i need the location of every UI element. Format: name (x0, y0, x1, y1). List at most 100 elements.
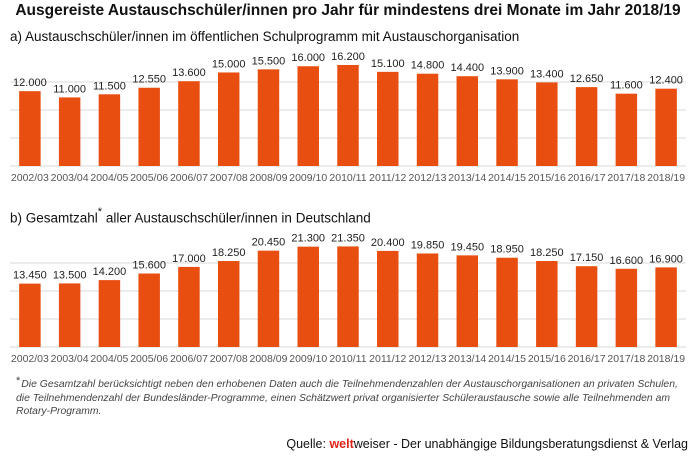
chart-a-tick-label-2008/09: 2008/09 (249, 172, 287, 184)
source-label: Quelle: (286, 437, 330, 451)
chart-b-tick-label-2002/03: 2002/03 (11, 353, 49, 365)
chart-b-data-label-2014/15: 18.950 (490, 244, 524, 256)
chart-a-bar-2011/12 (377, 71, 399, 166)
source-brand-weiser: weiser (353, 437, 390, 451)
chart-a-bar-2014/15 (496, 79, 518, 166)
chart-b-data-label-2016/17: 17.150 (570, 252, 604, 264)
chart-a-tick-label-2005/06: 2005/06 (130, 172, 168, 184)
chart-b-data-label-2017/18: 16.600 (610, 255, 644, 267)
chart-a-bar-2010/11 (337, 64, 359, 166)
chart-b-bar-2013/14 (456, 255, 479, 347)
chart-a-tick-label-2013/14: 2013/14 (448, 172, 486, 184)
chart-a-tick-label-2016/17: 2016/17 (568, 172, 606, 184)
chart-a-tick-label-2004/05: 2004/05 (90, 172, 128, 184)
chart-b-data-label-2002/03: 13.450 (13, 270, 47, 282)
chart-a-tick-label-2010/11: 2010/11 (329, 172, 366, 184)
chart-b-subtitle-star: * (97, 206, 103, 218)
chart-b-tick-label-2015/16: 2015/16 (528, 353, 566, 365)
chart-a: 12.000 2002/03 11.000 2003/04 11.500 2004/05 1… (10, 51, 686, 184)
chart-a-tick-label-2018/19: 2018/19 (647, 172, 685, 184)
footnote: *Die Gesamtzahl berücksichtigt neben den… (16, 375, 688, 419)
chart-b-tick-label-2017/18: 2017/18 (607, 353, 645, 365)
chart-a-bar-2017/18 (615, 93, 638, 166)
footnote-star: * (16, 375, 21, 387)
chart-b-tick-label-2011/12: 2011/12 (369, 353, 406, 365)
chart-b-tick-label-2016/17: 2016/17 (568, 353, 606, 365)
chart-a-subtitle: a) Austauschschüler/innen im öffentliche… (10, 29, 520, 44)
chart-a-data-label-2011/12: 15.100 (371, 58, 405, 70)
chart-b-subtitle-rest: aller Austauschschüler/innen in Deutschl… (102, 210, 371, 226)
source-rest: - Der unabhängige Bildungsberatungsdiens… (389, 437, 688, 451)
chart-b-bar-2010/11 (337, 246, 359, 347)
chart-b-tick-label-2014/15: 2014/15 (488, 353, 526, 365)
chart-a-bar-2007/08 (217, 72, 240, 166)
chart-a-bar-2009/10 (297, 66, 319, 166)
chart-a-data-label-2005/06: 12.550 (132, 74, 166, 86)
chart-b-data-label-2015/16: 18.250 (530, 247, 564, 259)
chart-b-bar-2009/10 (297, 246, 319, 347)
chart-a-tick-label-2003/04: 2003/04 (51, 172, 89, 184)
chart-b-subtitle: b) Gesamtzahl* aller Austauschschüler/in… (10, 206, 371, 226)
chart-b-tick-label-2012/13: 2012/13 (409, 353, 447, 365)
chart-a-bar-2013/14 (456, 76, 479, 166)
chart-a-bar-2005/06 (138, 87, 160, 166)
chart-b-data-label-2006/07: 17.000 (172, 253, 206, 265)
chart-a-tick-label-2011/12: 2011/12 (369, 172, 406, 184)
chart-a-tick-label-2015/16: 2015/16 (528, 172, 566, 184)
chart-b-bar-2008/09 (257, 250, 280, 347)
chart-a-bar-2008/09 (257, 69, 280, 166)
chart-a-data-label-2008/09: 15.500 (252, 55, 286, 67)
chart-a-bar-2006/07 (178, 81, 200, 166)
chart-a-data-label-2009/10: 16.000 (291, 52, 325, 64)
chart-a-bar-2016/17 (575, 87, 598, 166)
chart-a-tick-label-2014/15: 2014/15 (488, 172, 526, 184)
chart-b-data-label-2004/05: 14.200 (93, 266, 127, 278)
chart-a-tick-label-2009/10: 2009/10 (289, 172, 327, 184)
chart-b-data-label-2007/08: 18.250 (212, 247, 246, 259)
chart-a-data-label-2014/15: 13.900 (490, 65, 524, 77)
chart-a-bar-2015/16 (536, 82, 558, 166)
chart-b-subtitle-main: b) Gesamtzahl (10, 210, 98, 226)
chart-a-tick-label-2007/08: 2007/08 (210, 172, 248, 184)
chart-b-tick-label-2010/11: 2010/11 (329, 353, 366, 365)
chart-a-data-label-2004/05: 11.500 (93, 80, 126, 92)
chart-a-data-label-2016/17: 12.650 (570, 73, 604, 85)
chart-a-bar-2003/04 (58, 97, 81, 166)
chart-a-data-label-2015/16: 13.400 (530, 68, 564, 80)
page-title: Ausgereiste Austauschschüler/innen pro J… (15, 2, 681, 19)
chart-a-data-label-2010/11: 16.200 (331, 51, 365, 63)
chart-a-bar-2012/13 (416, 73, 439, 166)
footnote-text: Die Gesamtzahl berücksichtigt neben den … (16, 379, 678, 417)
chart-a-data-label-2007/08: 15.000 (212, 58, 246, 70)
chart-b-tick-label-2018/19: 2018/19 (647, 353, 685, 365)
chart-b-bar-2006/07 (178, 266, 200, 347)
chart-b-bar-2004/05 (98, 280, 121, 347)
chart-a-data-label-2002/03: 12.000 (13, 77, 47, 89)
chart-a-tick-label-2017/18: 2017/18 (607, 172, 645, 184)
chart-b-bar-2018/19 (655, 267, 677, 347)
chart-a-data-label-2006/07: 13.600 (172, 67, 206, 79)
chart-a-bar-2002/03 (19, 91, 41, 166)
chart-b-bar-2011/12 (377, 250, 399, 347)
chart-b-tick-label-2013/14: 2013/14 (448, 353, 486, 365)
chart-b-bar-2002/03 (19, 283, 41, 347)
chart-a-tick-label-2002/03: 2002/03 (11, 172, 49, 184)
chart-a-bar-2004/05 (98, 94, 121, 166)
chart-b-tick-label-2006/07: 2006/07 (170, 353, 208, 365)
chart-b-tick-label-2008/09: 2008/09 (249, 353, 287, 365)
source-brand-welt: welt (329, 437, 354, 451)
chart-b-data-label-2018/19: 16.900 (649, 253, 683, 265)
chart-a-data-label-2018/19: 12.400 (649, 75, 683, 87)
chart-b-data-label-2009/10: 21.300 (291, 233, 325, 245)
chart-b-data-label-2005/06: 15.600 (132, 260, 166, 272)
chart-b-data-label-2013/14: 19.450 (450, 241, 484, 253)
chart-b-bar-2007/08 (217, 261, 240, 347)
chart-b-data-label-2011/12: 20.400 (371, 237, 405, 249)
chart-a-tick-label-2006/07: 2006/07 (170, 172, 208, 184)
chart-b-bar-2012/13 (416, 253, 439, 347)
chart-a-bar-2018/19 (655, 88, 677, 166)
chart-a-data-label-2017/18: 11.600 (610, 80, 643, 92)
chart-b-data-label-2003/04: 13.500 (53, 269, 87, 281)
chart-b-data-label-2010/11: 21.350 (331, 232, 365, 244)
chart-b-bar-2016/17 (575, 266, 598, 347)
